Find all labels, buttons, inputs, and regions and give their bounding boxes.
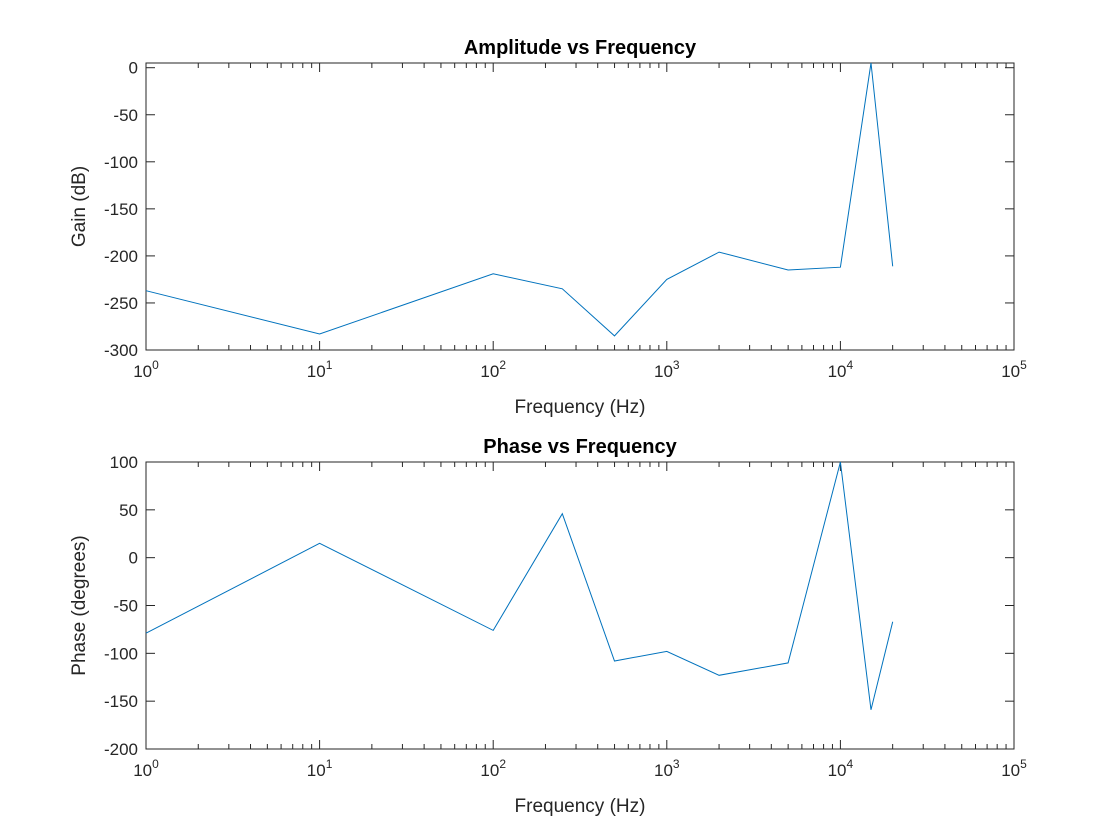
x-ticks [145,462,1015,749]
y-tick-label: -150 [104,692,138,711]
chart-title: Amplitude vs Frequency [464,37,697,59]
y-axis-label: Gain (dB) [69,166,90,247]
y-tick-label: -200 [104,740,138,759]
x-tick-label: 100 [133,757,159,780]
chart-title: Phase vs Frequency [483,436,677,458]
x-tick-label: 105 [1001,358,1027,381]
x-ticks [145,63,1015,350]
plot-area [145,62,1015,351]
y-ticks [146,67,1014,351]
y-ticks [146,461,1014,750]
y-tick-label: -200 [104,247,138,266]
y-tick-label: -100 [104,644,138,663]
series-line [145,461,894,710]
y-tick-label: -50 [113,106,138,125]
y-tick-label: 0 [129,549,138,568]
x-tick-label: 100 [133,358,159,381]
y-tick-label: -300 [104,341,138,360]
y-tick-label: 50 [119,501,138,520]
x-tick-label: 102 [480,757,506,780]
y-tick-label: -100 [104,153,138,172]
x-tick-label: 104 [828,358,854,381]
y-tick-label: -50 [113,597,138,616]
x-tick-label: 101 [307,757,333,780]
y-tick-label: -250 [104,294,138,313]
y-tick-label: 100 [110,453,138,472]
x-tick-label: 104 [828,757,854,780]
x-tick-label: 105 [1001,757,1027,780]
x-axis-label: Frequency (Hz) [515,796,646,817]
subplot-1: 100 101 102 103 104 105 0 -50 -100 -150 -200 -250 -3… [69,37,1027,418]
x-tick-label: 102 [480,358,506,381]
x-tick-label: 103 [654,358,680,381]
plot-area [145,461,1015,750]
y-tick-label: 0 [129,59,138,78]
x-tick-label: 103 [654,757,680,780]
y-tick-label: -150 [104,200,138,219]
x-axis-label: Frequency (Hz) [515,397,646,418]
subplot-2: 100 101 102 103 104 105 100 50 0 -50 -100 -150 -200 P… [69,436,1027,817]
series-line [145,62,894,337]
y-axis-label: Phase (degrees) [69,535,90,675]
x-tick-label: 101 [307,358,333,381]
